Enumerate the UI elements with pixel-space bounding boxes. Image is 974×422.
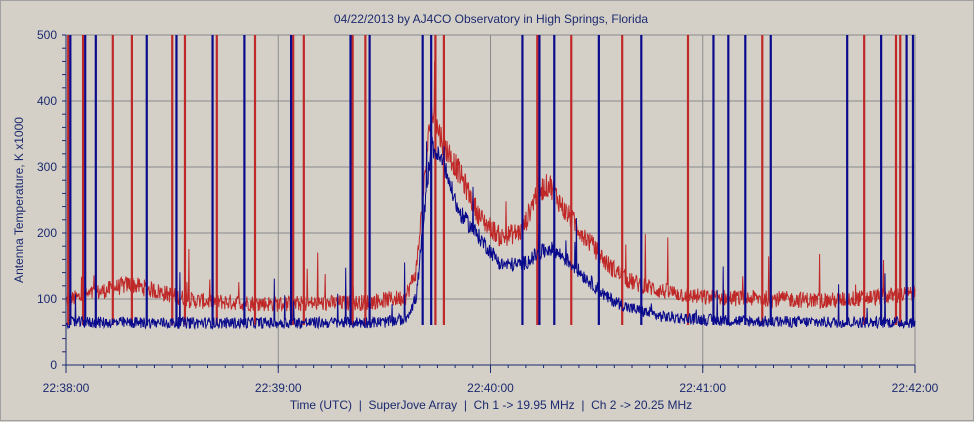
series-line-ch2 bbox=[65, 60, 916, 313]
spike-mark bbox=[597, 35, 600, 325]
spike-mark bbox=[894, 35, 898, 325]
spike-mark bbox=[211, 35, 214, 325]
axes: 0 100 200 300 400 500 22:38:00 22:39:00 22:40:00… bbox=[37, 28, 939, 395]
series-2 bbox=[65, 35, 916, 325]
spike-mark bbox=[538, 35, 541, 325]
spike-mark bbox=[84, 35, 87, 325]
spike-mark bbox=[769, 35, 772, 325]
spike-mark bbox=[111, 35, 114, 325]
series-line-ch1 bbox=[65, 135, 916, 331]
spike-mark bbox=[434, 35, 437, 325]
spike-mark bbox=[880, 35, 883, 325]
spike-mark bbox=[761, 35, 764, 325]
series-layer bbox=[65, 35, 916, 331]
y-tick-label: 0 bbox=[50, 358, 57, 372]
x-tick-label: 22:38:00 bbox=[43, 381, 90, 395]
y-axis-label: Antenna Temperature, K x1000 bbox=[12, 117, 26, 283]
spike-mark bbox=[364, 35, 367, 325]
spike-mark bbox=[899, 35, 902, 325]
spike-mark bbox=[905, 35, 908, 325]
spike-mark bbox=[521, 35, 524, 325]
spike-mark bbox=[570, 35, 573, 325]
spike-mark bbox=[130, 35, 133, 325]
spike-mark bbox=[863, 35, 866, 325]
spike-mark bbox=[846, 35, 849, 325]
y-tick-label: 500 bbox=[37, 28, 57, 42]
spike-mark bbox=[253, 35, 257, 325]
spike-mark bbox=[640, 35, 643, 325]
spike-mark bbox=[421, 35, 424, 325]
y-tick-label: 100 bbox=[37, 292, 57, 306]
spike-mark bbox=[171, 35, 174, 325]
series-1 bbox=[65, 35, 916, 331]
spike-mark bbox=[94, 35, 97, 325]
spike-mark bbox=[686, 35, 690, 325]
spike-mark bbox=[302, 35, 305, 325]
spike-mark bbox=[368, 35, 371, 325]
chart-title: 04/22/2013 by AJ4CO Observatory in High … bbox=[334, 12, 648, 26]
spike-mark bbox=[349, 35, 352, 325]
spike-mark bbox=[536, 35, 539, 325]
spike-mark bbox=[430, 35, 433, 325]
spike-mark bbox=[175, 35, 178, 325]
spike-mark bbox=[183, 35, 187, 325]
spike-mark bbox=[744, 35, 747, 325]
spike-mark bbox=[727, 35, 730, 325]
y-tick-label: 400 bbox=[37, 94, 57, 108]
spike-mark bbox=[289, 35, 293, 325]
y-tick-label: 300 bbox=[37, 160, 57, 174]
spike-mark bbox=[621, 35, 624, 325]
spike-mark bbox=[67, 35, 70, 325]
x-tick-label: 22:42:00 bbox=[892, 381, 939, 395]
spike-mark bbox=[215, 35, 218, 325]
spike-mark bbox=[351, 35, 354, 325]
spike-mark bbox=[81, 35, 85, 325]
spike-mark bbox=[442, 35, 446, 325]
spike-mark bbox=[69, 35, 72, 325]
spike-mark bbox=[145, 35, 148, 325]
spike-mark bbox=[712, 35, 715, 325]
spike-mark bbox=[292, 35, 295, 325]
x-axis-label: Time (UTC) | SuperJove Array | Ch 1 -> 1… bbox=[290, 398, 692, 412]
y-tick-label: 200 bbox=[37, 226, 57, 240]
x-tick-label: 22:39:00 bbox=[255, 381, 302, 395]
spike-mark bbox=[553, 35, 556, 325]
spike-mark bbox=[243, 35, 246, 325]
x-tick-label: 22:41:00 bbox=[679, 381, 726, 395]
x-tick-label: 22:40:00 bbox=[467, 381, 514, 395]
spike-mark bbox=[911, 35, 915, 325]
